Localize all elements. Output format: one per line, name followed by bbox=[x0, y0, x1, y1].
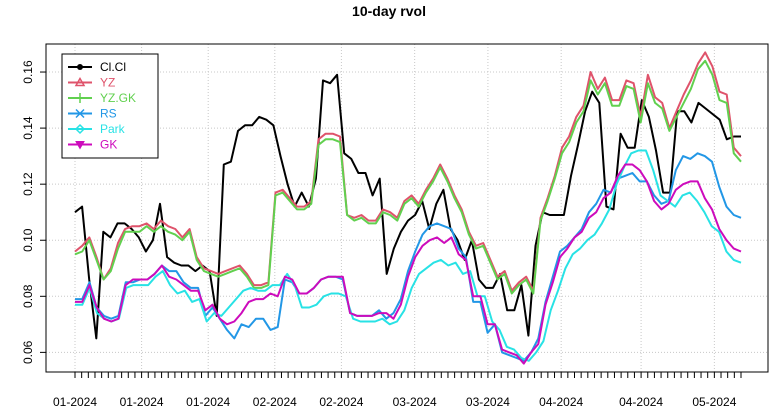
y-tick-label: 0.14 bbox=[21, 116, 35, 140]
legend-symbol bbox=[75, 141, 85, 150]
series-layer bbox=[74, 51, 742, 365]
legend-symbol bbox=[75, 108, 85, 119]
legend-label: GK bbox=[100, 138, 117, 152]
x-tick-label: 04-2024 bbox=[539, 395, 583, 409]
legend-label: YZ.GK bbox=[100, 91, 136, 105]
y-tick-label: 0.06 bbox=[21, 340, 35, 364]
legend-label: YZ bbox=[100, 76, 115, 90]
series-line-park bbox=[75, 149, 742, 362]
y-tick-label: 0.16 bbox=[21, 60, 35, 84]
series-line-yz-gk bbox=[74, 59, 742, 295]
axes: 0.06 0.08 0.10 0.12 0.14 0.16 01-2024 01-2024 01… bbox=[21, 43, 769, 409]
x-tick-label: 01-2024 bbox=[53, 395, 97, 409]
x-tick-label: 03-2024 bbox=[393, 395, 437, 409]
legend-symbol bbox=[74, 123, 86, 135]
x-tick-label: 02-2024 bbox=[319, 395, 363, 409]
legend-symbol bbox=[75, 93, 85, 103]
plot-frame bbox=[45, 43, 769, 373]
legend-symbol bbox=[77, 64, 83, 70]
x-tick-label: 03-2024 bbox=[466, 395, 510, 409]
legend-box bbox=[61, 53, 159, 159]
series-line-cl-cl bbox=[74, 73, 741, 340]
y-tick-label: 0.10 bbox=[21, 228, 35, 252]
legend-label: Park bbox=[100, 122, 126, 136]
series-line-rs bbox=[75, 152, 742, 362]
grid-lines bbox=[46, 44, 768, 372]
x-tick-label: 01-2024 bbox=[186, 395, 230, 409]
y-tick-label: 0.08 bbox=[21, 284, 35, 308]
legend-symbol bbox=[74, 76, 86, 87]
x-tick-label: 04-2024 bbox=[619, 395, 663, 409]
legend-label: RS bbox=[100, 107, 117, 121]
series-line-yz bbox=[74, 51, 742, 292]
x-tick-label: 02-2024 bbox=[253, 395, 297, 409]
x-tick-label: 05-2024 bbox=[692, 395, 736, 409]
chart-title: 10-day rvol bbox=[352, 3, 426, 19]
y-tick-label: 0.12 bbox=[21, 172, 35, 196]
series-line-gk bbox=[75, 163, 742, 365]
x-tick-label: 01-2024 bbox=[120, 395, 164, 409]
legend-label: Cl.Cl bbox=[100, 60, 126, 74]
